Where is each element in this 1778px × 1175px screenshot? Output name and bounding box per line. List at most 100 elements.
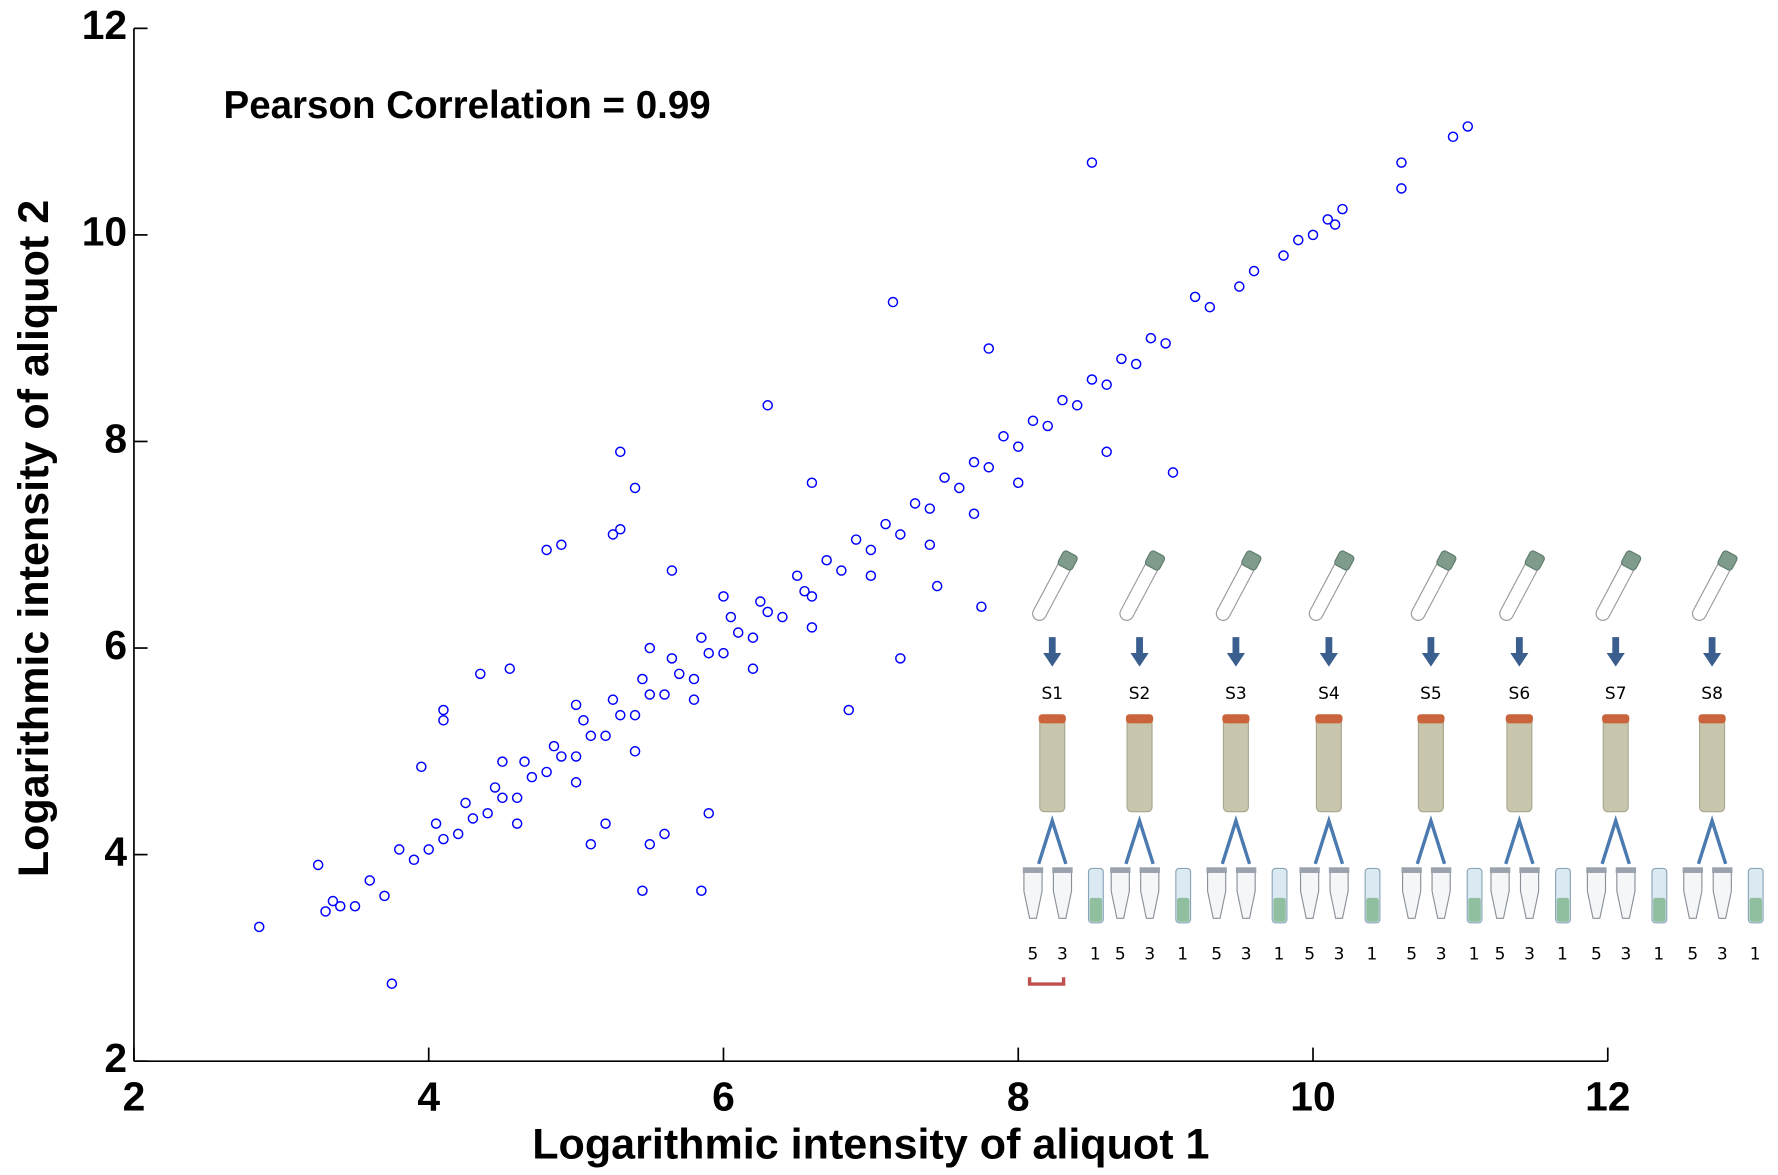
point [1204, 301, 1216, 313]
y-tick-label: 10 [82, 209, 127, 255]
aliquot-cap [1052, 867, 1073, 873]
column-liquid [1468, 897, 1481, 922]
point [983, 343, 995, 354]
split [1600, 815, 1631, 865]
point [556, 539, 567, 551]
aliquot-label: 3 [1436, 945, 1447, 965]
point [1130, 358, 1142, 370]
point [850, 534, 862, 545]
sample-group: S7 5 3 1 [1586, 550, 1668, 965]
point [511, 792, 523, 804]
point [482, 808, 493, 819]
point [349, 900, 361, 912]
aliquot-label: 3 [1621, 945, 1632, 965]
sample-group: S2 5 3 1 [1110, 550, 1192, 965]
point [615, 523, 626, 535]
aliquot-label: 3 [1057, 945, 1068, 965]
aliquot-label: 5 [1687, 945, 1698, 965]
sample-cap [1222, 714, 1250, 724]
sample-cap [1698, 714, 1726, 724]
sample-tube [1506, 715, 1533, 813]
aliquot-label: 1 [1653, 945, 1664, 965]
aliquot-label: 1 [1750, 945, 1761, 965]
point [629, 482, 641, 494]
point [659, 828, 670, 840]
point [1462, 121, 1474, 132]
point [1086, 157, 1098, 168]
point [1396, 183, 1407, 194]
point [1086, 374, 1098, 385]
point [880, 518, 891, 530]
point [924, 503, 936, 514]
point [1167, 467, 1179, 478]
point [1234, 281, 1245, 292]
aliquot-cap [1586, 867, 1607, 873]
point [570, 751, 582, 762]
aliquot-cap [1401, 867, 1422, 873]
point [541, 544, 552, 556]
split [1504, 815, 1535, 865]
point [954, 482, 965, 494]
point [327, 895, 339, 907]
point [570, 699, 582, 711]
point [386, 978, 398, 989]
point [1012, 477, 1024, 489]
aliquot-tube [1402, 870, 1422, 919]
aliquot-label: 5 [1406, 945, 1417, 965]
point [320, 906, 331, 917]
point [1447, 131, 1459, 143]
point [696, 632, 707, 643]
point [644, 838, 656, 850]
point [548, 740, 560, 752]
point [504, 663, 516, 674]
point [570, 777, 582, 788]
x-tick-label: 6 [712, 1073, 735, 1119]
tube-cap [1621, 550, 1642, 571]
point [541, 766, 552, 778]
arrow [1510, 637, 1529, 667]
column-liquid [1556, 897, 1570, 922]
point [865, 544, 877, 556]
split [1037, 815, 1068, 865]
aliquot-label: 5 [1304, 945, 1315, 965]
point [1012, 441, 1024, 452]
column-liquid [1366, 897, 1379, 922]
point [607, 694, 619, 705]
aliquot-tube [1110, 870, 1130, 919]
aliquot-tube [1490, 870, 1510, 919]
sample-group: S3 5 3 1 [1206, 550, 1288, 965]
point [600, 730, 611, 742]
point [909, 498, 921, 509]
point [998, 431, 1009, 442]
aliquot-label: 3 [1144, 945, 1155, 965]
point [806, 591, 818, 602]
point [747, 632, 759, 643]
aliquot-tube [1299, 870, 1320, 919]
point [762, 606, 773, 618]
aliquot-label: 1 [1090, 945, 1101, 965]
aliquot-label: 5 [1591, 945, 1602, 965]
point [703, 808, 715, 819]
aliquot-label: 1 [1557, 945, 1568, 965]
sample-label: S8 [1701, 684, 1723, 704]
arrow [1319, 637, 1338, 667]
point [836, 565, 847, 576]
y-tick-label: 4 [104, 828, 127, 874]
point [615, 446, 626, 458]
sample-group: S6 5 3 1 [1489, 550, 1571, 965]
point [887, 296, 899, 308]
aliquot-tube [1431, 870, 1451, 919]
aliquot-cap [1022, 867, 1044, 873]
sample-tube [1699, 715, 1726, 813]
tube-cap [1717, 550, 1738, 571]
aliquot-label: 5 [1495, 945, 1506, 965]
aliquot-label: 5 [1028, 945, 1039, 965]
x-tick-label: 8 [1007, 1073, 1030, 1119]
column-liquid [1089, 897, 1103, 922]
point [1293, 234, 1304, 246]
y-tick-label: 6 [104, 622, 127, 668]
aliquot-cap [1139, 867, 1160, 873]
aliquot-tube [1616, 870, 1636, 919]
aliquot-tube [1023, 870, 1043, 919]
